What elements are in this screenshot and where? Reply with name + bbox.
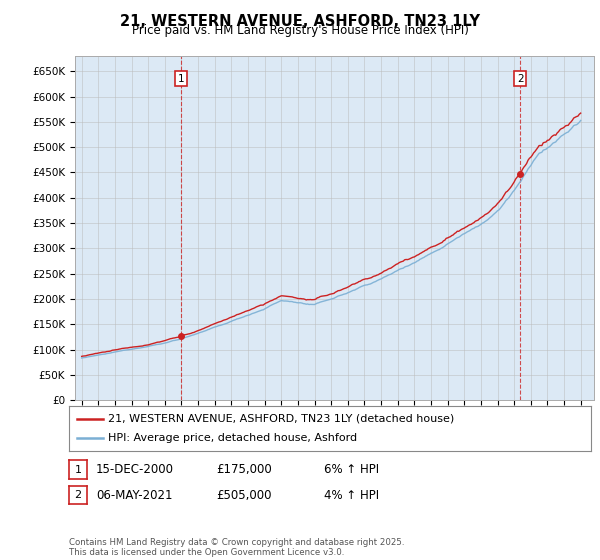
Text: £505,000: £505,000 (216, 488, 271, 502)
Text: £175,000: £175,000 (216, 463, 272, 477)
Text: 21, WESTERN AVENUE, ASHFORD, TN23 1LY (detached house): 21, WESTERN AVENUE, ASHFORD, TN23 1LY (d… (108, 413, 454, 423)
Text: 6% ↑ HPI: 6% ↑ HPI (324, 463, 379, 477)
Text: 15-DEC-2000: 15-DEC-2000 (96, 463, 174, 477)
Text: 06-MAY-2021: 06-MAY-2021 (96, 488, 173, 502)
Text: 2: 2 (74, 490, 82, 500)
Text: 4% ↑ HPI: 4% ↑ HPI (324, 488, 379, 502)
Text: Contains HM Land Registry data © Crown copyright and database right 2025.
This d: Contains HM Land Registry data © Crown c… (69, 538, 404, 557)
Text: 1: 1 (178, 74, 184, 84)
Text: 21, WESTERN AVENUE, ASHFORD, TN23 1LY: 21, WESTERN AVENUE, ASHFORD, TN23 1LY (120, 14, 480, 29)
Text: 2: 2 (517, 74, 524, 84)
Text: 1: 1 (74, 465, 82, 474)
Text: HPI: Average price, detached house, Ashford: HPI: Average price, detached house, Ashf… (108, 433, 357, 444)
Text: Price paid vs. HM Land Registry's House Price Index (HPI): Price paid vs. HM Land Registry's House … (131, 24, 469, 37)
